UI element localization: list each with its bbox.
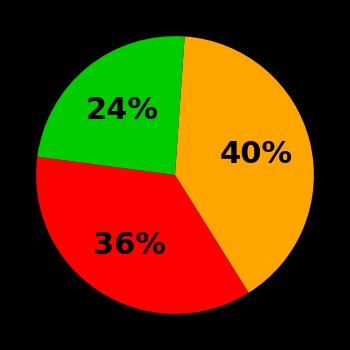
- Wedge shape: [37, 36, 185, 175]
- Wedge shape: [175, 36, 314, 293]
- Text: 24%: 24%: [86, 96, 159, 125]
- Text: 40%: 40%: [219, 140, 292, 169]
- Wedge shape: [36, 157, 248, 314]
- Text: 36%: 36%: [93, 231, 166, 260]
